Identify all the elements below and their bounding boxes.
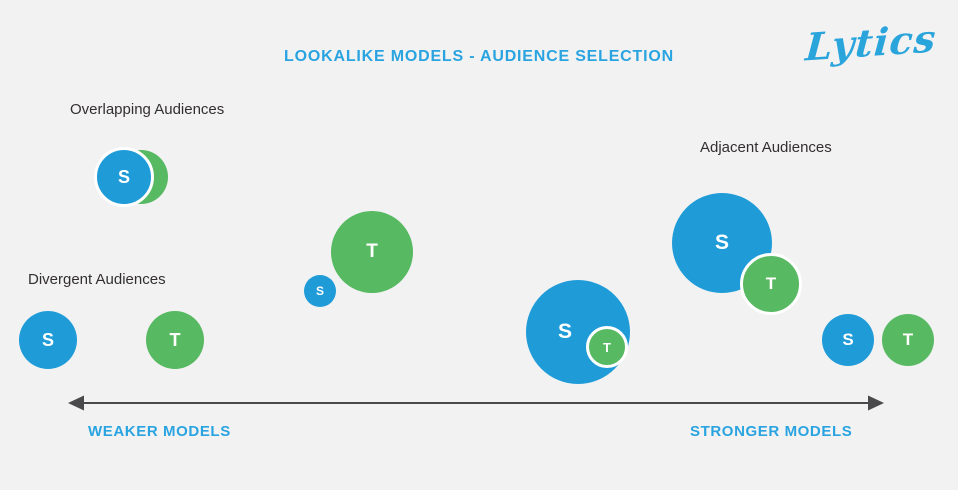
contained-target-circle: T <box>586 326 628 368</box>
arrowhead-left <box>68 395 84 411</box>
lytics-logo: Lytics <box>803 15 939 70</box>
circle-letter: T <box>169 329 181 350</box>
stronger-models-label: STRONGER MODELS <box>690 423 853 440</box>
overlapping-audiences-label: Overlapping Audiences <box>70 101 225 118</box>
touching-target-circle: T <box>882 314 934 366</box>
circle-letter: T <box>366 241 378 262</box>
circle-letter: S <box>117 166 130 187</box>
circle-letter: S <box>557 320 572 343</box>
adjacent-target-circle: T <box>740 253 802 315</box>
circle-letter: S <box>842 330 854 349</box>
divergent-audiences-label: Divergent Audiences <box>28 271 166 288</box>
arrowhead-right <box>868 395 884 411</box>
divergent-source-circle: S <box>19 311 77 369</box>
page-title: LOOKALIKE MODELS - AUDIENCE SELECTION <box>284 48 674 65</box>
mid-target-circle: T <box>331 211 413 293</box>
circle-letter: T <box>603 339 611 355</box>
circle-letter: S <box>714 231 729 254</box>
adjacent-audiences-label: Adjacent Audiences <box>700 139 832 156</box>
circle-letter: T <box>765 274 777 293</box>
divergent-target-circle: T <box>146 311 204 369</box>
circle-letter: S <box>41 329 54 350</box>
strength-axis-arrow <box>68 395 884 411</box>
mid-source-circle: S <box>304 275 336 307</box>
touching-source-circle: S <box>822 314 874 366</box>
weaker-models-label: WEAKER MODELS <box>88 423 231 440</box>
circle-letter: S <box>315 284 324 298</box>
overlapping-source-circle: S <box>94 147 154 207</box>
circle-letter: T <box>902 330 914 349</box>
